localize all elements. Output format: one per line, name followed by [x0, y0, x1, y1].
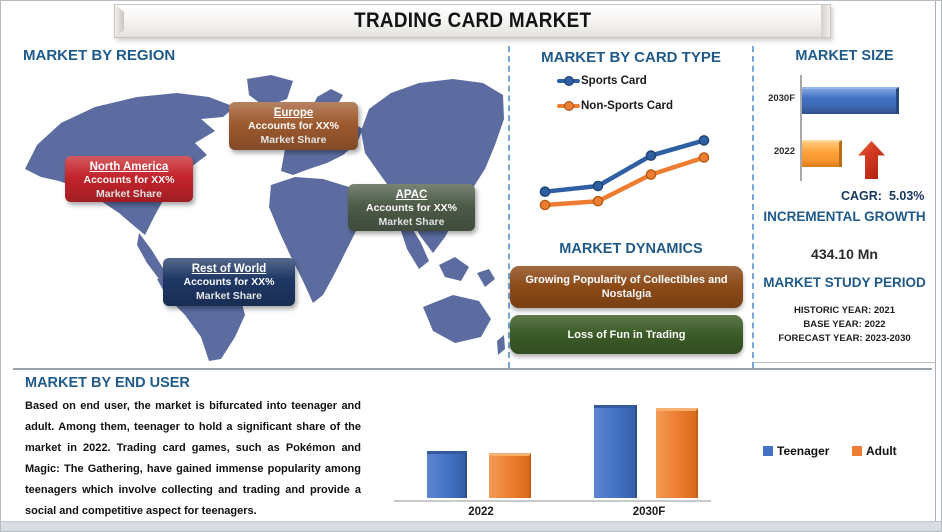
dynamics-driver-banner: Growing Popularity of Collectibles and N… [510, 266, 743, 308]
right-border-line [935, 1, 936, 521]
incremental-growth-value: 434.10 Mn [811, 246, 878, 262]
market-size-axis [800, 75, 802, 181]
region-share-line2: Market Share [196, 289, 262, 302]
end-user-bar-adult-2030F [656, 408, 698, 498]
market-size-heading: MARKET SIZE [795, 48, 894, 64]
market-by-end-user-heading: MARKET BY END USER [25, 375, 190, 391]
end-user-chart-axis [394, 500, 711, 502]
end-user-xlabel-2030F: 2030F [632, 506, 666, 518]
region-share-line1: Accounts for XX% [83, 174, 175, 186]
forecast-year: FORECAST YEAR: 2023-2030 [778, 333, 911, 344]
market-by-region-heading: MARKET BY REGION [23, 47, 176, 64]
line-marker-icon [557, 76, 580, 86]
column-divider-left [508, 46, 510, 368]
legend-item-sports-card: Sports Card [557, 75, 673, 87]
market-size-bar-2022 [802, 140, 842, 167]
title-bar: TRADING CARD MARKET [114, 4, 831, 38]
legend-item-adult: Adult [852, 444, 897, 458]
cagr-label: CAGR: [841, 189, 882, 203]
end-user-bar-adult-2022 [489, 453, 531, 498]
market-dynamics-heading: MARKET DYNAMICS [559, 241, 703, 257]
market-size-category-2022: 2022 [773, 146, 795, 157]
dynamics-driver-label: Growing Popularity of Collectibles and N… [525, 274, 728, 300]
region-share-line1: Accounts for XX% [183, 276, 275, 288]
end-user-xlabel-2022: 2022 [468, 506, 494, 518]
region-name: Europe [273, 107, 314, 119]
region-name: North America [89, 161, 169, 173]
legend-item-non-sports-card: Non-Sports Card [557, 100, 673, 112]
swatch-icon [763, 446, 773, 456]
card-type-legend: Sports Card Non-Sports Card [557, 75, 673, 112]
legend-item-teenager: Teenager [763, 444, 829, 458]
legend-label: Non-Sports Card [581, 100, 673, 112]
region-share-line1: Accounts for XX% [365, 202, 457, 214]
dynamics-restraint-label: Loss of Fun in Trading [567, 328, 686, 341]
growth-arrow-icon [858, 141, 885, 179]
right-column-underline [754, 362, 935, 363]
market-study-period-heading: MARKET STUDY PERIOD [763, 275, 926, 290]
base-year: BASE YEAR: 2022 [803, 319, 886, 330]
historic-year: HISTORIC YEAR: 2021 [793, 305, 896, 316]
main-title: TRADING CARD MARKET [353, 9, 592, 32]
region-name: APAC [395, 189, 428, 201]
end-user-bar-teenager-2030F [594, 405, 637, 498]
column-divider-right [752, 46, 754, 368]
end-user-bar-teenager-2022 [427, 451, 467, 498]
incremental-growth-heading: INCREMENTAL GROWTH [763, 209, 926, 224]
legend-label: Teenager [777, 444, 830, 458]
market-size-category-2030F: 2030F [768, 93, 795, 104]
legend-label: Adult [866, 444, 897, 458]
region-share-line2: Market Share [96, 187, 162, 200]
market-study-period-lines: HISTORIC YEAR: 2021 BASE YEAR: 2022 FORE… [753, 304, 936, 346]
region-share-line2: Market Share [260, 133, 327, 146]
section-divider [13, 368, 932, 370]
dot-icon [564, 76, 574, 86]
region-callout-rest-of-world: Rest of World Accounts for XX% Market Sh… [163, 258, 295, 306]
market-size-bar-2030F [802, 87, 899, 114]
swatch-icon [852, 446, 862, 456]
region-share-line2: Market Share [378, 215, 445, 228]
region-callout-north-america: North America Accounts for XX% Market Sh… [65, 156, 193, 202]
region-callout-europe: Europe Accounts for XX% Market Share [229, 102, 358, 150]
cagr-value: 5.03% [888, 189, 925, 203]
card-type-chart [539, 135, 710, 211]
legend-label: Sports Card [581, 75, 647, 87]
bottom-strip [1, 521, 941, 531]
cagr-line: CAGR: 5.03% [841, 189, 924, 203]
end-user-paragraph: Based on end user, the market is bifurca… [25, 400, 361, 517]
dot-icon [564, 101, 574, 111]
dynamics-restraint-banner: Loss of Fun in Trading [510, 315, 743, 354]
market-by-card-type-heading: MARKET BY CARD TYPE [541, 49, 721, 66]
region-share-line1: Accounts for XX% [247, 120, 339, 132]
line-marker-icon [557, 101, 580, 111]
region-name: Rest of World [191, 263, 267, 275]
region-callout-apac: APAC Accounts for XX% Market Share [348, 184, 475, 231]
